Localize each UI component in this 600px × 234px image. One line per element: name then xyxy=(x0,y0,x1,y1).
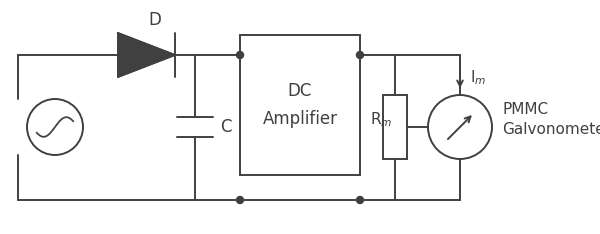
Bar xyxy=(383,95,407,159)
Text: PMMC: PMMC xyxy=(502,102,548,117)
Circle shape xyxy=(236,51,244,58)
Text: Galvonometer: Galvonometer xyxy=(502,123,600,138)
Text: Amplifier: Amplifier xyxy=(263,110,337,128)
Text: DC: DC xyxy=(288,82,312,100)
Text: R$_m$: R$_m$ xyxy=(370,111,392,129)
Bar xyxy=(240,35,360,175)
Text: C: C xyxy=(220,118,232,136)
Text: I$_m$: I$_m$ xyxy=(470,69,486,87)
Text: D: D xyxy=(149,11,161,29)
Circle shape xyxy=(356,197,364,204)
Circle shape xyxy=(236,197,244,204)
Polygon shape xyxy=(118,33,175,77)
Circle shape xyxy=(356,51,364,58)
